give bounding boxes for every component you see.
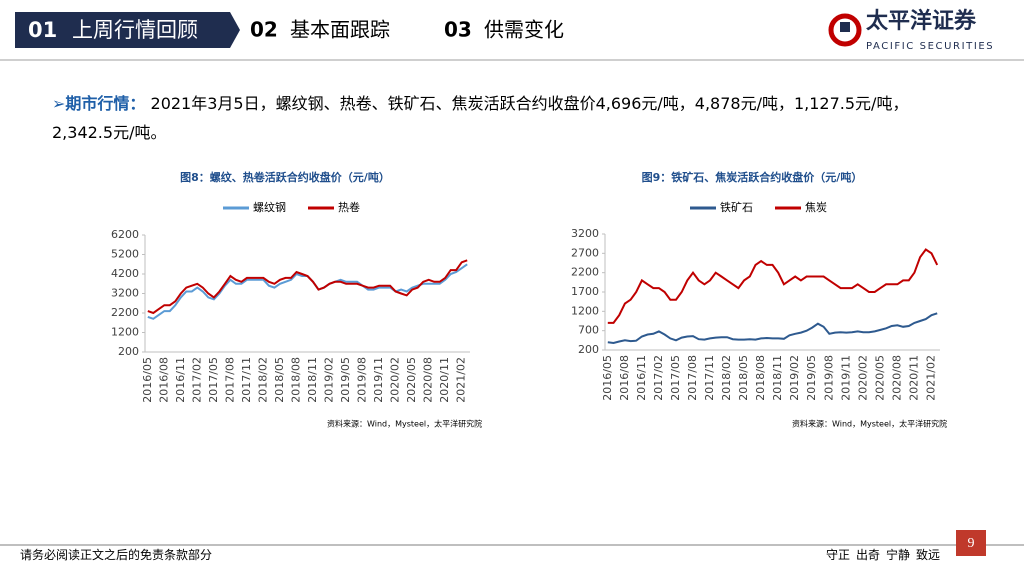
logo-icon [840, 22, 850, 32]
active-tab-bg [15, 12, 240, 48]
x-tick-label: 2016/08 [157, 357, 170, 403]
y-tick-label: 3200 [111, 287, 139, 300]
tab-label: 供需变化 [484, 18, 564, 42]
source-note: 资料来源：Wind，Mysteel，太平洋研究院 [792, 419, 947, 429]
series-line [147, 263, 468, 320]
x-tick-label: 2019/08 [356, 357, 369, 403]
x-tick-label: 2017/08 [223, 357, 236, 403]
x-tick-label: 2018/11 [771, 355, 784, 401]
x-tick-label: 2020/05 [405, 357, 418, 403]
x-tick-label: 2019/11 [839, 355, 852, 401]
bullet-arrow: ➢ [52, 94, 66, 113]
chart: 图8：螺纹、热卷活跃合约收盘价（元/吨） 200 1200 2200 3200 4200 5… [111, 170, 482, 429]
series-line [147, 259, 468, 315]
x-tick-label: 2017/02 [652, 355, 665, 401]
source-note: 资料来源：Wind，Mysteel，太平洋研究院 [327, 419, 482, 429]
legend-label: 螺纹钢 [253, 200, 286, 214]
x-tick-label: 2017/11 [240, 357, 253, 403]
series-line [607, 248, 939, 324]
x-tick-label: 2017/05 [669, 355, 682, 401]
tab-number: 01 [28, 18, 57, 42]
y-tick-label: 2200 [571, 266, 599, 279]
x-tick-label: 2021/02 [924, 355, 937, 401]
logo-english: PACIFIC SECURITIES [866, 41, 994, 52]
x-tick-label: 2021/02 [455, 357, 468, 403]
chart-title: 图9：铁矿石、焦炭活跃合约收盘价（元/吨） [642, 170, 863, 184]
x-tick-label: 2019/05 [805, 355, 818, 401]
page-number: 9 [968, 536, 975, 551]
y-tick-label: 3200 [571, 227, 599, 240]
x-tick-label: 2016/11 [174, 357, 187, 403]
motto: 守正 出奇 宁静 致远 [826, 547, 940, 562]
x-tick-label: 2020/11 [438, 357, 451, 403]
y-tick-label: 2700 [571, 246, 599, 259]
x-tick-label: 2016/08 [618, 355, 631, 401]
x-tick-label: 2020/02 [389, 357, 402, 403]
tab-label: 基本面跟踪 [290, 18, 390, 42]
x-tick-label: 2016/05 [601, 355, 614, 401]
y-tick-label: 700 [578, 324, 599, 337]
x-tick-label: 2019/11 [372, 357, 385, 403]
x-tick-label: 2020/05 [873, 355, 886, 401]
x-tick-label: 2017/02 [190, 357, 203, 403]
x-tick-label: 2020/11 [907, 355, 920, 401]
y-tick-label: 2200 [111, 306, 139, 319]
x-tick-label: 2020/08 [890, 355, 903, 401]
legend-label: 焦炭 [805, 201, 827, 214]
bullet-text: 2021年3月5日，螺纹钢、热卷、铁矿石、焦炭活跃合约收盘价4,696元/吨，4… [52, 94, 909, 142]
header: 01 上周行情回顾 02 基本面跟踪 03 供需变化 太平洋证券 PACIFIC… [0, 8, 1024, 61]
x-tick-label: 2016/11 [635, 355, 648, 401]
x-tick-label: 2018/02 [720, 355, 733, 401]
x-tick-label: 2018/08 [289, 357, 302, 403]
x-tick-label: 2016/05 [141, 357, 154, 403]
tab-number: 03 [444, 18, 472, 42]
series-line [607, 312, 938, 345]
chart: 图9：铁矿石、焦炭活跃合约收盘价（元/吨） 200 700 1200 1700 2200 2… [571, 170, 947, 429]
page-number-bg [956, 530, 986, 556]
logo-name: 太平洋证券 [866, 8, 977, 34]
bullet-label: 期市行情： [65, 94, 146, 113]
y-tick-label: 6200 [111, 228, 139, 241]
x-tick-label: 2017/05 [207, 357, 220, 403]
x-tick-label: 2018/11 [306, 357, 319, 403]
x-tick-label: 2019/02 [323, 357, 336, 403]
x-tick-label: 2019/02 [788, 355, 801, 401]
y-tick-label: 1200 [111, 326, 139, 339]
logo-icon [828, 13, 862, 47]
y-tick-label: 1700 [571, 285, 599, 298]
x-tick-label: 2019/05 [339, 357, 352, 403]
y-tick-label: 200 [578, 343, 599, 356]
bullet: ➢期市行情： 2021年3月5日，螺纹钢、热卷、铁矿石、焦炭活跃合约收盘价4,6… [52, 89, 952, 147]
x-tick-label: 2020/08 [422, 357, 435, 403]
footer: 9 请务必阅读正文之后的免责条款部分 守正 出奇 宁静 致远 [0, 530, 1024, 562]
tab-label: 上周行情回顾 [72, 18, 198, 42]
disclaimer: 请务必阅读正文之后的免责条款部分 [20, 547, 212, 562]
y-tick-label: 4200 [111, 267, 139, 280]
legend-label: 热卷 [338, 200, 360, 214]
x-tick-label: 2018/02 [256, 357, 269, 403]
x-tick-label: 2018/05 [737, 355, 750, 401]
x-tick-label: 2018/08 [754, 355, 767, 401]
x-tick-label: 2020/02 [856, 355, 869, 401]
x-tick-label: 2017/11 [703, 355, 716, 401]
tab-number: 02 [250, 18, 278, 42]
chart-title: 图8：螺纹、热卷活跃合约收盘价（元/吨） [180, 170, 390, 184]
legend-label: 铁矿石 [720, 201, 753, 214]
y-tick-label: 5200 [111, 248, 139, 261]
x-tick-label: 2017/08 [686, 355, 699, 401]
y-tick-label: 1200 [571, 304, 599, 317]
x-tick-label: 2018/05 [273, 357, 286, 403]
y-tick-label: 200 [118, 345, 139, 358]
x-tick-label: 2019/08 [822, 355, 835, 401]
